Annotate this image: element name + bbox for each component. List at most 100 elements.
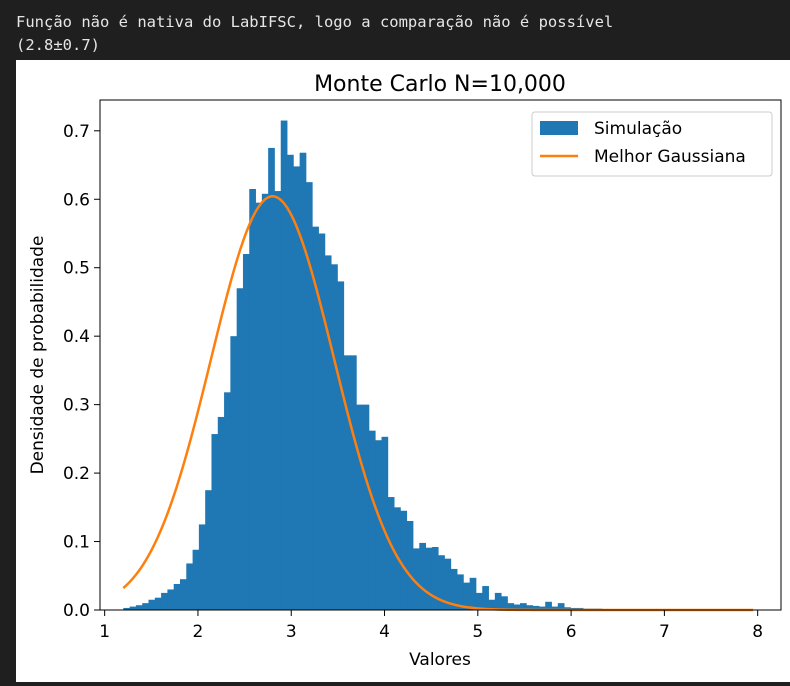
histogram-bar bbox=[356, 404, 364, 610]
x-tick-label: 2 bbox=[193, 622, 204, 642]
y-tick-label: 0.3 bbox=[63, 396, 90, 416]
histogram-bar bbox=[507, 603, 515, 610]
histogram-bar bbox=[305, 182, 313, 610]
histogram-bar bbox=[350, 355, 357, 610]
histogram-bar bbox=[211, 434, 219, 610]
histogram-bar bbox=[469, 577, 477, 610]
histogram-bar bbox=[381, 436, 389, 610]
histogram-bar bbox=[564, 607, 571, 610]
histogram-bar bbox=[129, 606, 137, 610]
histogram-bar bbox=[242, 254, 250, 610]
y-axis-label: Densidade de probabilidade bbox=[28, 236, 48, 475]
histogram-bar bbox=[318, 233, 326, 611]
histogram-bar bbox=[557, 603, 565, 610]
histogram-bar bbox=[450, 568, 458, 610]
x-axis-ticks: 1 2 3 4 5 6 7 8 bbox=[99, 610, 763, 642]
histogram-bar bbox=[224, 392, 231, 610]
histogram-bar bbox=[173, 583, 181, 610]
histogram-bar bbox=[299, 152, 307, 610]
x-axis-label: Valores bbox=[409, 650, 471, 670]
legend-box bbox=[531, 111, 773, 177]
histogram-bars bbox=[123, 120, 754, 611]
histogram-bar bbox=[362, 404, 370, 610]
console-output: Função não é nativa do LabIFSC, logo a c… bbox=[0, 0, 790, 60]
x-tick-label: 8 bbox=[752, 622, 763, 642]
histogram-bar bbox=[425, 547, 433, 610]
y-tick-label: 0.4 bbox=[63, 327, 90, 347]
histogram-bar bbox=[532, 605, 540, 610]
legend-histogram-label: Simulação bbox=[594, 119, 682, 139]
y-tick-label: 0.5 bbox=[63, 259, 90, 279]
histogram-bar bbox=[494, 592, 502, 610]
histogram-bar bbox=[217, 416, 225, 610]
histogram-bar bbox=[463, 582, 471, 610]
legend-gaussian-label: Melhor Gaussiana bbox=[594, 147, 746, 167]
histogram-bar bbox=[475, 592, 483, 610]
legend: Simulação Melhor Gaussiana bbox=[531, 111, 773, 177]
histogram-bar bbox=[406, 521, 414, 610]
x-tick-label: 1 bbox=[99, 622, 110, 642]
histogram-bar bbox=[337, 281, 345, 610]
histogram-bar bbox=[293, 166, 301, 610]
histogram-bar bbox=[280, 120, 288, 610]
histogram-bar bbox=[387, 497, 395, 610]
x-tick-label: 5 bbox=[472, 622, 483, 642]
histogram-bar bbox=[186, 563, 193, 610]
histogram-bar bbox=[520, 603, 527, 610]
legend-histogram-swatch bbox=[540, 121, 578, 135]
histogram-bar bbox=[526, 605, 534, 610]
histogram-bar bbox=[501, 596, 508, 610]
histogram-bar bbox=[538, 606, 546, 610]
y-tick-label: 0.2 bbox=[63, 464, 90, 484]
histogram-bar bbox=[545, 601, 552, 610]
histogram-bar bbox=[192, 549, 200, 610]
histogram-bar bbox=[268, 147, 275, 611]
histogram-bar bbox=[457, 574, 464, 610]
x-tick-label: 7 bbox=[659, 622, 670, 642]
histogram-bar bbox=[161, 592, 168, 610]
histogram-bar bbox=[482, 586, 489, 610]
x-tick-label: 3 bbox=[286, 622, 297, 642]
histogram-bar bbox=[249, 188, 256, 611]
histogram-bar bbox=[261, 193, 269, 611]
histogram-bar bbox=[205, 490, 212, 610]
histogram-bar bbox=[431, 547, 439, 610]
histogram-bar bbox=[419, 542, 426, 610]
histogram-bar bbox=[368, 430, 376, 610]
histogram-bar bbox=[412, 548, 420, 610]
chart-title: Monte Carlo N=10,000 bbox=[314, 72, 566, 97]
x-tick-label: 6 bbox=[566, 622, 577, 642]
histogram-bar bbox=[148, 599, 156, 610]
histogram-bar bbox=[230, 336, 238, 610]
histogram-bar bbox=[400, 510, 408, 610]
histogram-bar bbox=[154, 597, 162, 610]
console-result: (2.8±0.7) bbox=[16, 36, 100, 54]
histogram-bar bbox=[375, 440, 382, 610]
histogram-bar bbox=[513, 604, 521, 610]
histogram-bar bbox=[343, 355, 351, 610]
histogram-bar bbox=[551, 606, 559, 610]
histogram-bar bbox=[274, 191, 282, 611]
y-tick-label: 0.6 bbox=[63, 190, 90, 210]
histogram-bar bbox=[324, 255, 332, 610]
histogram-bar bbox=[312, 226, 319, 610]
y-tick-label: 0.7 bbox=[63, 122, 90, 142]
y-tick-label: 0.1 bbox=[63, 533, 90, 553]
histogram-bar bbox=[167, 589, 175, 610]
console-message: Função não é nativa do LabIFSC, logo a c… bbox=[16, 13, 614, 31]
histogram-bar bbox=[123, 607, 131, 610]
histogram-bar bbox=[198, 524, 206, 610]
y-axis-ticks: 0.0 0.1 0.2 0.3 0.4 0.5 0.6 0.7 bbox=[63, 122, 100, 621]
plot-frame bbox=[99, 99, 782, 611]
histogram-bar bbox=[438, 555, 445, 610]
histogram-bar bbox=[236, 288, 244, 610]
histogram-bar bbox=[331, 264, 338, 610]
histogram-bar bbox=[135, 605, 143, 610]
histogram-bar bbox=[142, 603, 149, 610]
histogram-bar bbox=[255, 202, 263, 610]
histogram-bar bbox=[444, 558, 452, 610]
histogram-bar bbox=[488, 599, 496, 610]
histogram-bar bbox=[179, 579, 187, 610]
x-tick-label: 4 bbox=[379, 622, 390, 642]
